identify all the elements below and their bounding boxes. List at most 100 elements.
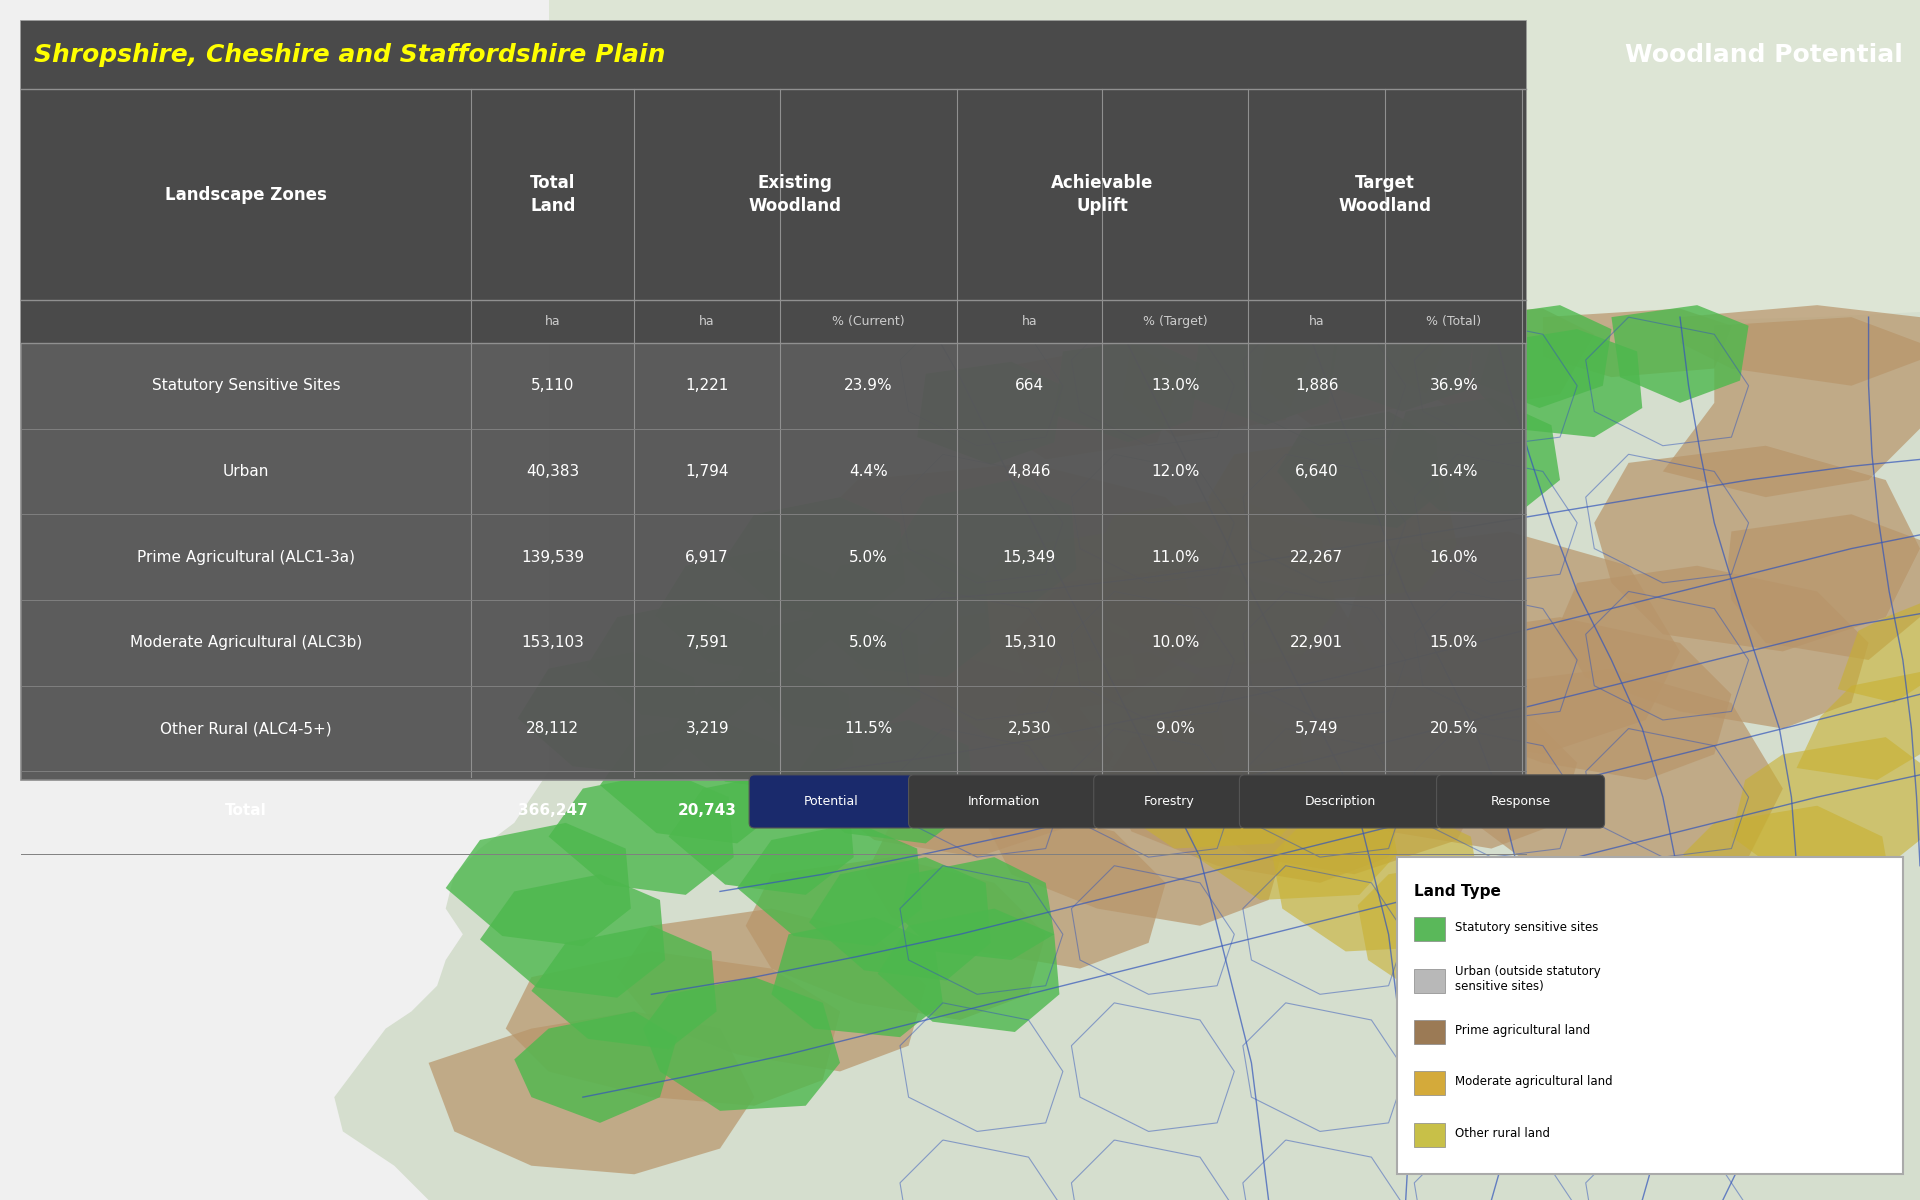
Text: 10.0%: 10.0%	[1150, 635, 1200, 650]
Polygon shape	[1054, 340, 1200, 443]
Text: 1,221: 1,221	[685, 378, 730, 394]
Text: 28,112: 28,112	[526, 721, 580, 736]
Text: 6,917: 6,917	[685, 550, 730, 565]
Polygon shape	[918, 361, 1064, 464]
Text: Land Type: Land Type	[1415, 884, 1501, 899]
Polygon shape	[668, 772, 854, 895]
Text: Other rural land: Other rural land	[1455, 1127, 1551, 1140]
Polygon shape	[1106, 720, 1405, 883]
Text: 1,886: 1,886	[1294, 378, 1338, 394]
Polygon shape	[1478, 329, 1642, 437]
FancyBboxPatch shape	[908, 775, 1098, 828]
Text: 15,310: 15,310	[1002, 635, 1056, 650]
Polygon shape	[789, 720, 973, 844]
Text: 9.0%: 9.0%	[1156, 721, 1194, 736]
Bar	[1415, 1072, 1446, 1096]
Polygon shape	[808, 857, 991, 980]
Text: Target
Woodland: Target Woodland	[1338, 174, 1432, 215]
Text: % (Current): % (Current)	[831, 314, 904, 328]
Polygon shape	[737, 823, 922, 947]
Polygon shape	[1271, 805, 1482, 952]
Text: % (Target): % (Target)	[1142, 314, 1208, 328]
Polygon shape	[1016, 652, 1225, 797]
Polygon shape	[505, 952, 841, 1105]
Text: Moderate Agricultural (ALC3b): Moderate Agricultural (ALC3b)	[131, 635, 363, 650]
Text: 38,700: 38,700	[1000, 803, 1058, 818]
Polygon shape	[985, 343, 1183, 460]
Text: 153,103: 153,103	[522, 635, 584, 650]
Polygon shape	[1089, 497, 1336, 668]
Polygon shape	[1419, 617, 1732, 780]
Text: Prime agricultural land: Prime agricultural land	[1455, 1024, 1590, 1037]
Polygon shape	[334, 0, 1920, 1200]
Polygon shape	[772, 917, 943, 1037]
Polygon shape	[1192, 323, 1336, 425]
Polygon shape	[0, 0, 549, 1200]
FancyBboxPatch shape	[1240, 775, 1442, 828]
Polygon shape	[1594, 445, 1920, 652]
Text: 36.9%: 36.9%	[1428, 378, 1478, 394]
Polygon shape	[1663, 317, 1920, 497]
Text: Urban: Urban	[223, 464, 269, 479]
Text: Statutory sensitive sites: Statutory sensitive sites	[1455, 920, 1599, 934]
Polygon shape	[549, 772, 733, 895]
Text: 6,640: 6,640	[1294, 464, 1338, 479]
Polygon shape	[724, 497, 904, 617]
FancyBboxPatch shape	[1094, 775, 1244, 828]
Polygon shape	[655, 548, 837, 672]
Text: ha: ha	[1021, 314, 1037, 328]
Text: Potential: Potential	[804, 794, 858, 808]
Polygon shape	[745, 857, 1046, 1020]
Polygon shape	[1611, 305, 1749, 403]
Polygon shape	[1158, 652, 1492, 875]
Polygon shape	[877, 908, 1060, 1032]
Text: 15.0%: 15.0%	[1430, 635, 1478, 650]
Polygon shape	[1680, 305, 1920, 385]
Text: Statutory Sensitive Sites: Statutory Sensitive Sites	[152, 378, 340, 394]
Text: 40,383: 40,383	[526, 464, 580, 479]
Text: 5.0%: 5.0%	[849, 550, 887, 565]
Text: 4,846: 4,846	[1008, 464, 1050, 479]
Text: Shropshire, Cheshire and Staffordshire Plain: Shropshire, Cheshire and Staffordshire P…	[35, 43, 666, 67]
Bar	[1398, 857, 1903, 1175]
Polygon shape	[643, 977, 841, 1111]
Polygon shape	[1448, 668, 1784, 892]
Polygon shape	[1528, 943, 1740, 1088]
Bar	[1415, 968, 1446, 992]
Polygon shape	[981, 532, 1196, 683]
Polygon shape	[518, 652, 699, 775]
Polygon shape	[780, 652, 1114, 857]
Text: 10.6%: 10.6%	[1148, 803, 1202, 818]
Text: 12.0%: 12.0%	[1150, 464, 1200, 479]
Polygon shape	[599, 720, 785, 844]
Polygon shape	[1728, 515, 1920, 660]
Text: Woodland Potential: Woodland Potential	[1624, 43, 1903, 67]
Text: ha: ha	[545, 314, 561, 328]
Polygon shape	[1346, 532, 1680, 755]
Text: Landscape Zones: Landscape Zones	[165, 186, 326, 204]
Polygon shape	[1329, 312, 1475, 412]
Text: Response: Response	[1490, 794, 1551, 808]
Polygon shape	[1398, 308, 1594, 412]
Text: 5,110: 5,110	[532, 378, 574, 394]
Polygon shape	[1471, 305, 1611, 408]
Polygon shape	[1615, 875, 1826, 1020]
Bar	[1415, 1020, 1446, 1044]
Text: 16.4%: 16.4%	[1430, 464, 1478, 479]
Text: 664: 664	[1016, 378, 1044, 394]
Polygon shape	[515, 1012, 678, 1123]
Polygon shape	[1277, 412, 1440, 528]
Polygon shape	[866, 805, 1165, 968]
Text: 23.9%: 23.9%	[845, 378, 893, 394]
FancyBboxPatch shape	[1436, 775, 1605, 828]
Polygon shape	[668, 668, 854, 792]
Polygon shape	[808, 548, 991, 677]
Polygon shape	[445, 823, 632, 947]
Text: 5,749: 5,749	[1294, 721, 1338, 736]
Text: ha: ha	[699, 314, 714, 328]
Polygon shape	[1187, 755, 1398, 900]
Text: Urban (outside statutory
sensitive sites): Urban (outside statutory sensitive sites…	[1455, 965, 1601, 992]
Text: 13.0%: 13.0%	[1150, 378, 1200, 394]
Polygon shape	[1557, 565, 1868, 728]
Text: 59,442: 59,442	[1286, 803, 1346, 818]
